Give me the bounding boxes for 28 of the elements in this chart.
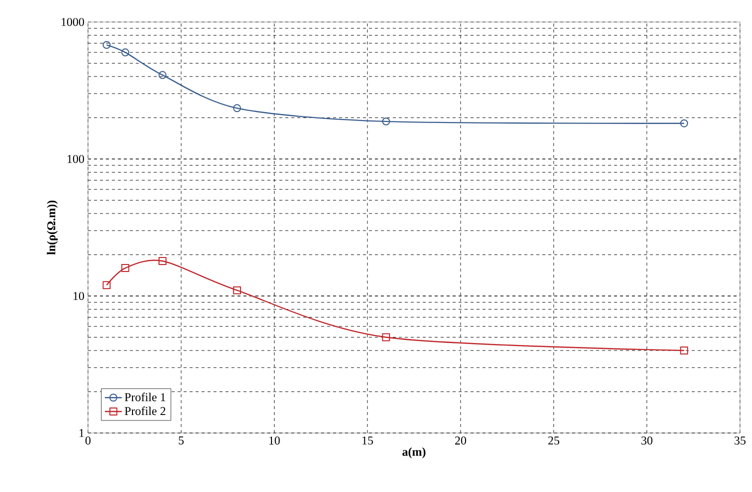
legend-label: Profile 2	[124, 406, 166, 416]
x-tick-label: 5	[178, 436, 184, 444]
y-tick-label: 100	[68, 154, 84, 164]
point	[121, 264, 130, 272]
x-tick-label: 25	[548, 436, 560, 445]
y-tick-label: 1000	[62, 18, 84, 26]
legend-label: Profile 1	[124, 392, 166, 402]
point	[233, 104, 242, 112]
point	[158, 71, 167, 80]
y-axis-title: ln(ρ(Ω.m))	[46, 200, 58, 255]
x-tick-label: 20	[455, 436, 466, 445]
y-tick-label: 10	[74, 292, 84, 300]
x-tick-label: 30	[641, 436, 652, 445]
x-tick-label: 15	[362, 436, 373, 445]
point	[233, 286, 242, 294]
point	[102, 281, 111, 290]
point	[680, 119, 688, 128]
point	[158, 257, 167, 266]
point	[680, 346, 688, 354]
x-tick-label: 35	[734, 436, 746, 445]
point	[121, 48, 130, 56]
point	[102, 40, 111, 49]
x-tick-label: 10	[269, 436, 280, 445]
point	[382, 117, 390, 126]
y-tick-label: 1	[80, 429, 84, 437]
x-axis-title: a(m)	[402, 447, 426, 458]
point	[382, 333, 390, 342]
x-tick-label: 0	[85, 436, 91, 445]
